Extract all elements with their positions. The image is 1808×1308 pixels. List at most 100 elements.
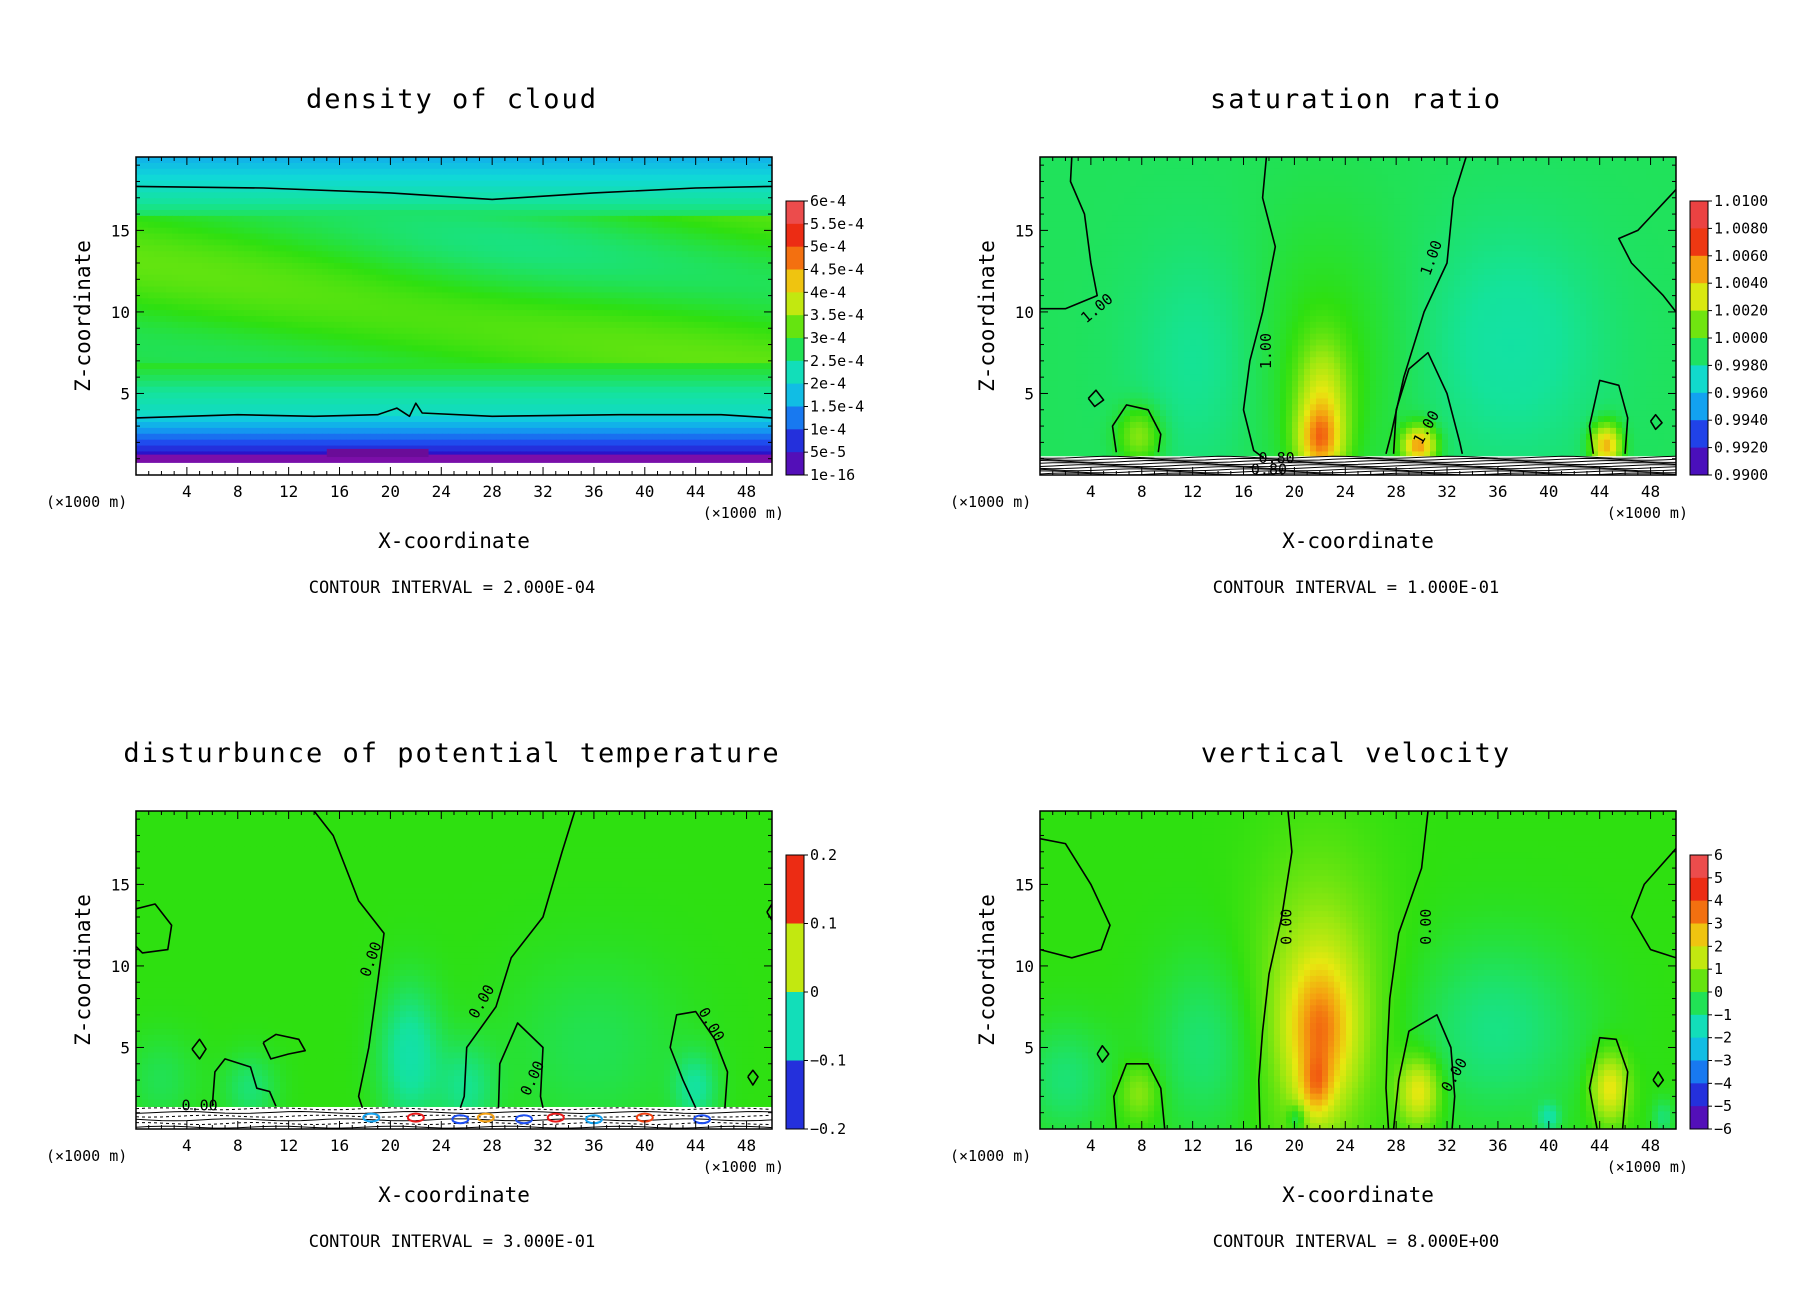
field-cell [232, 304, 239, 311]
field-cell [382, 251, 389, 258]
field-cell [376, 292, 383, 299]
field-cell [682, 427, 689, 435]
field-cell [580, 227, 587, 235]
field-cell [436, 263, 443, 270]
field-cell [700, 268, 707, 276]
field-cell [664, 304, 671, 311]
field-cell [736, 221, 743, 229]
field-cell [532, 257, 539, 264]
field-cell [712, 345, 719, 352]
field-cell [238, 369, 245, 376]
field-cell [682, 321, 689, 329]
field-cell [484, 168, 491, 176]
field-cell [478, 339, 485, 347]
field-cell [430, 245, 437, 252]
field-cell [160, 221, 167, 229]
field-cell [622, 174, 629, 182]
field-cell [718, 327, 725, 335]
field-cell [178, 233, 185, 241]
field-cell [154, 204, 161, 211]
field-cell [670, 215, 677, 223]
field-cell [196, 380, 203, 388]
field-cell [256, 333, 263, 341]
field-cell [142, 369, 149, 376]
field-cell [250, 316, 257, 323]
field-cell [310, 321, 317, 329]
field-cell [310, 274, 317, 282]
field-cell [628, 239, 635, 246]
field-cell [676, 157, 683, 164]
field-cell [562, 410, 569, 417]
field-cell [754, 345, 761, 352]
field-cell [208, 298, 215, 305]
field-cell [484, 310, 491, 317]
field-cell [424, 363, 431, 370]
field-cell [178, 327, 185, 335]
field-cell [736, 168, 743, 176]
field-cell [724, 404, 731, 411]
field-cell [148, 286, 155, 294]
field-cell [730, 245, 737, 252]
field-cell [136, 186, 143, 193]
field-cell [484, 398, 491, 405]
field-cell [274, 198, 281, 205]
field-cell [700, 327, 707, 335]
field-cell [190, 292, 197, 299]
field-cell [346, 186, 353, 193]
field-cell [184, 310, 191, 317]
field-cell [616, 274, 623, 282]
field-cell [142, 433, 149, 441]
field-cell [436, 168, 443, 176]
field-cell [490, 363, 497, 370]
field-cell [766, 363, 772, 370]
field-cell [490, 157, 497, 164]
field-cell [190, 386, 197, 394]
field-cell [328, 304, 335, 311]
field-cell [412, 157, 419, 164]
field-cell [364, 374, 371, 382]
field-cell [382, 392, 389, 400]
field-cell [730, 292, 737, 299]
field-cell [766, 316, 772, 323]
field-cell [448, 180, 455, 188]
field-cell [202, 357, 209, 364]
field-cell [520, 386, 527, 394]
field-cell [724, 369, 731, 376]
field-cell [274, 245, 281, 252]
field-cell [592, 398, 599, 405]
field-cell [208, 174, 215, 182]
field-cell [244, 345, 251, 352]
field-cell [604, 374, 611, 382]
field-cell [622, 380, 629, 388]
field-cell [682, 333, 689, 341]
field-cell [556, 380, 563, 388]
field-cell [448, 157, 455, 164]
field-cell [514, 198, 521, 205]
field-cell [598, 245, 605, 252]
field-cell [526, 239, 533, 246]
field-cell [238, 292, 245, 299]
field-cell [208, 192, 215, 199]
field-cell [178, 351, 185, 358]
field-cell [412, 327, 419, 335]
field-cell [670, 263, 677, 270]
field-cell [514, 321, 521, 329]
field-cell [586, 404, 593, 411]
field-cell [766, 280, 772, 288]
field-cell [316, 410, 323, 417]
field-cell [580, 410, 587, 417]
field-cell [196, 221, 203, 229]
field-cell [598, 351, 605, 358]
field-cell [430, 239, 437, 246]
field-cell [154, 363, 161, 370]
field-cell [364, 233, 371, 241]
field-cell [598, 386, 605, 394]
field-cell [580, 263, 587, 270]
field-cell [766, 339, 772, 347]
field-cell [622, 204, 629, 211]
field-cell [340, 274, 347, 282]
field-cell [166, 180, 173, 188]
field-cell [268, 316, 275, 323]
field-cell [526, 268, 533, 276]
field-cell [562, 310, 569, 317]
